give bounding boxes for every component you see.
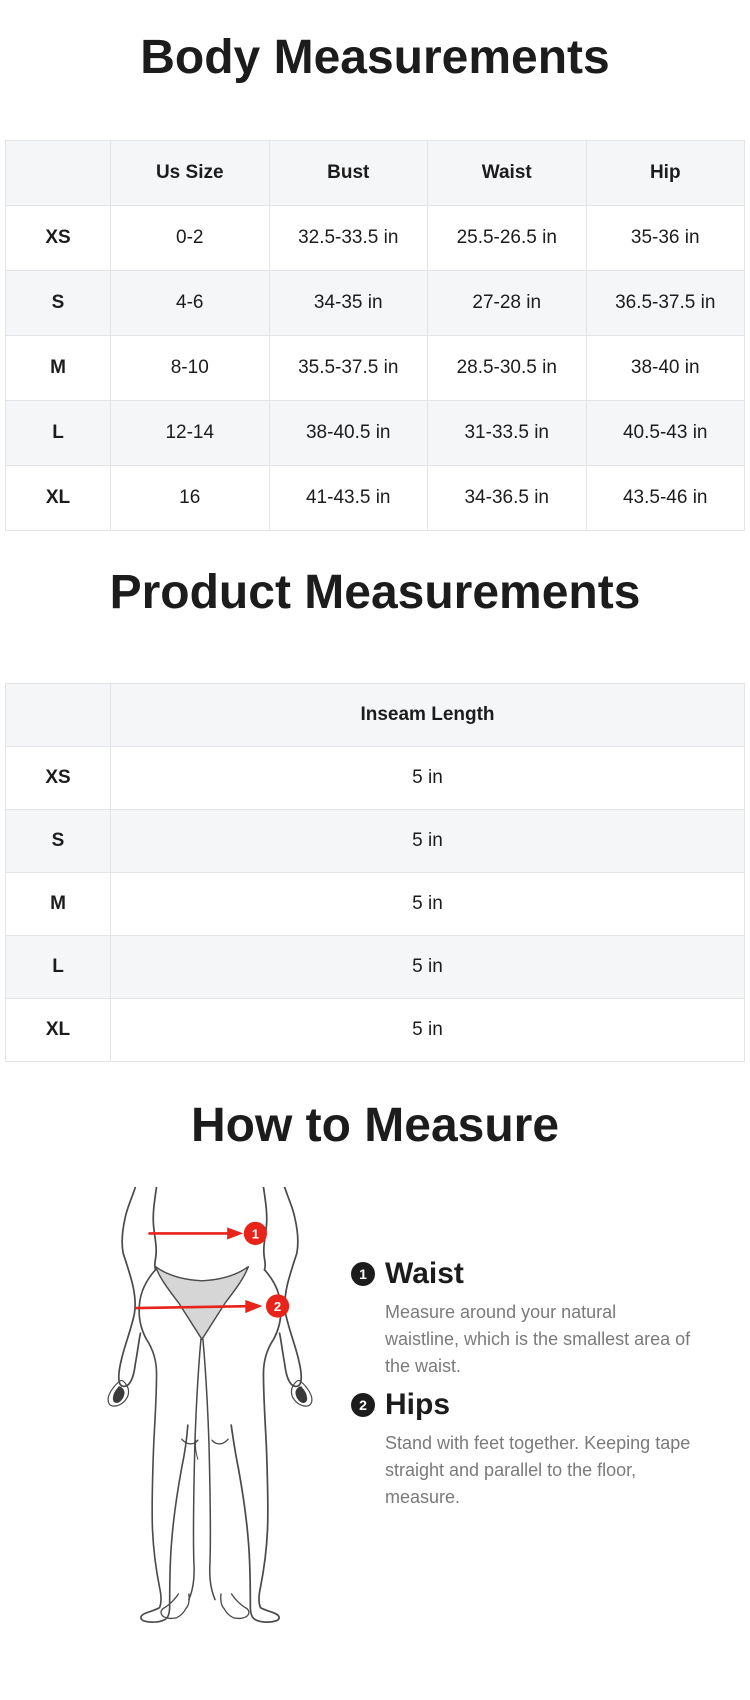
svg-text:1: 1 <box>252 1226 259 1241</box>
svg-text:2: 2 <box>274 1299 281 1314</box>
